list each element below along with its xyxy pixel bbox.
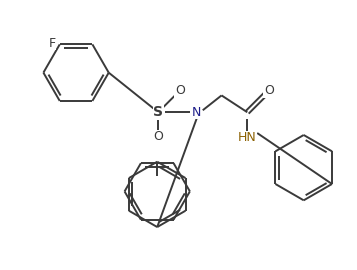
Text: O: O [264, 84, 274, 97]
Text: O: O [153, 130, 163, 143]
Text: S: S [153, 105, 163, 119]
Text: F: F [48, 37, 55, 50]
Text: N: N [192, 106, 201, 119]
Text: O: O [175, 84, 185, 97]
Text: HN: HN [238, 131, 257, 144]
